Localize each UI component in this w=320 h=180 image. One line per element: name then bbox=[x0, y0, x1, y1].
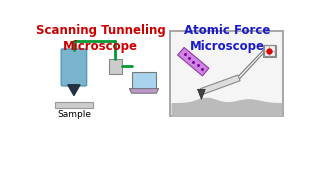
Text: Sample: Sample bbox=[57, 110, 91, 119]
Polygon shape bbox=[178, 47, 209, 76]
Polygon shape bbox=[200, 75, 240, 95]
Bar bbox=[264, 46, 275, 56]
Bar bbox=[263, 45, 276, 57]
FancyBboxPatch shape bbox=[61, 49, 87, 86]
Text: Scanning Tunneling
Microscope: Scanning Tunneling Microscope bbox=[36, 24, 166, 53]
Polygon shape bbox=[197, 89, 205, 99]
Bar bbox=[108, 58, 123, 74]
Polygon shape bbox=[129, 89, 159, 93]
Bar bbox=[132, 72, 156, 89]
Text: Atomic Force
Microscope: Atomic Force Microscope bbox=[184, 24, 270, 53]
Polygon shape bbox=[68, 85, 80, 96]
Bar bbox=[170, 31, 283, 116]
Bar bbox=[55, 102, 93, 108]
